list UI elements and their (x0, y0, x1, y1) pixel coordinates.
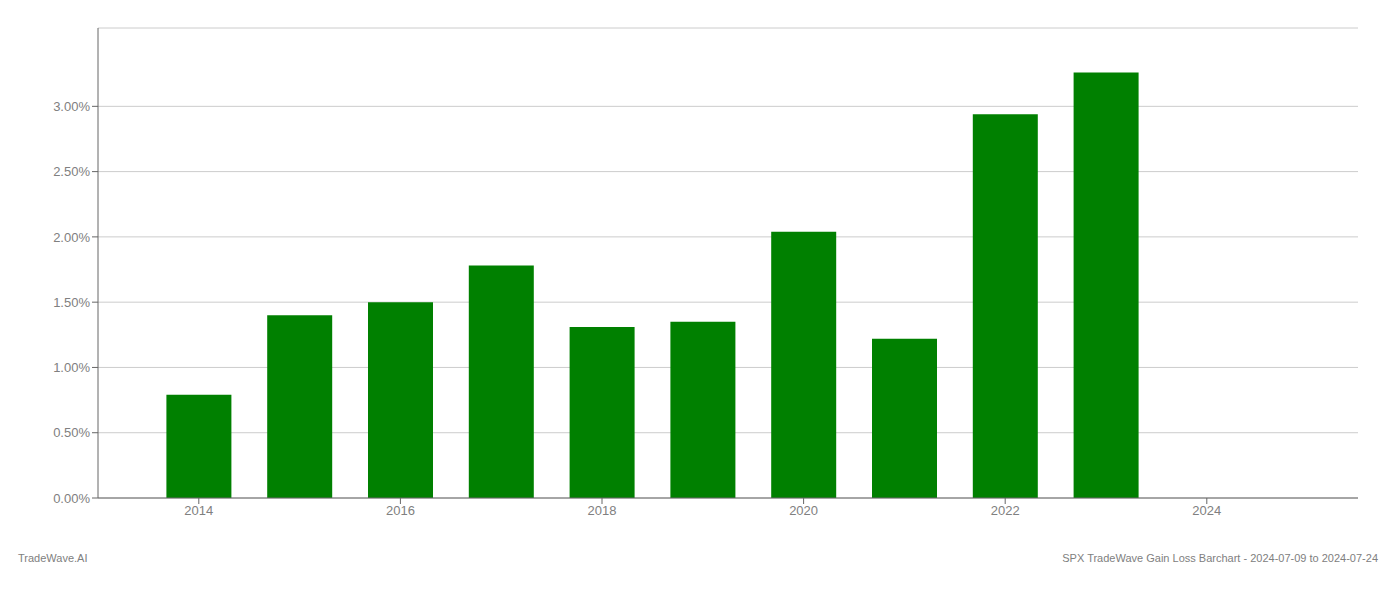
svg-text:2020: 2020 (789, 503, 818, 518)
html-text:SPX TradeWave Gain Loss Barcha: SPX TradeWave Gain Loss Barchart - 2024-… (1062, 552, 1378, 564)
svg-text:2022: 2022 (991, 503, 1020, 518)
svg-text:2.00%: 2.00% (53, 230, 90, 245)
svg-text:0.00%: 0.00% (53, 491, 90, 506)
svg-text:2014: 2014 (184, 503, 213, 518)
svg-text:3.00%: 3.00% (53, 99, 90, 114)
svg-text:2016: 2016 (386, 503, 415, 518)
svg-text:2018: 2018 (588, 503, 617, 518)
svg-text:1.50%: 1.50% (53, 295, 90, 310)
html-text:TradeWave.AI: TradeWave.AI (18, 552, 88, 564)
svg-text:2.50%: 2.50% (53, 164, 90, 179)
svg-text:2024: 2024 (1192, 503, 1221, 518)
svg-text:0.50%: 0.50% (53, 425, 90, 440)
svg-text:1.00%: 1.00% (53, 360, 90, 375)
